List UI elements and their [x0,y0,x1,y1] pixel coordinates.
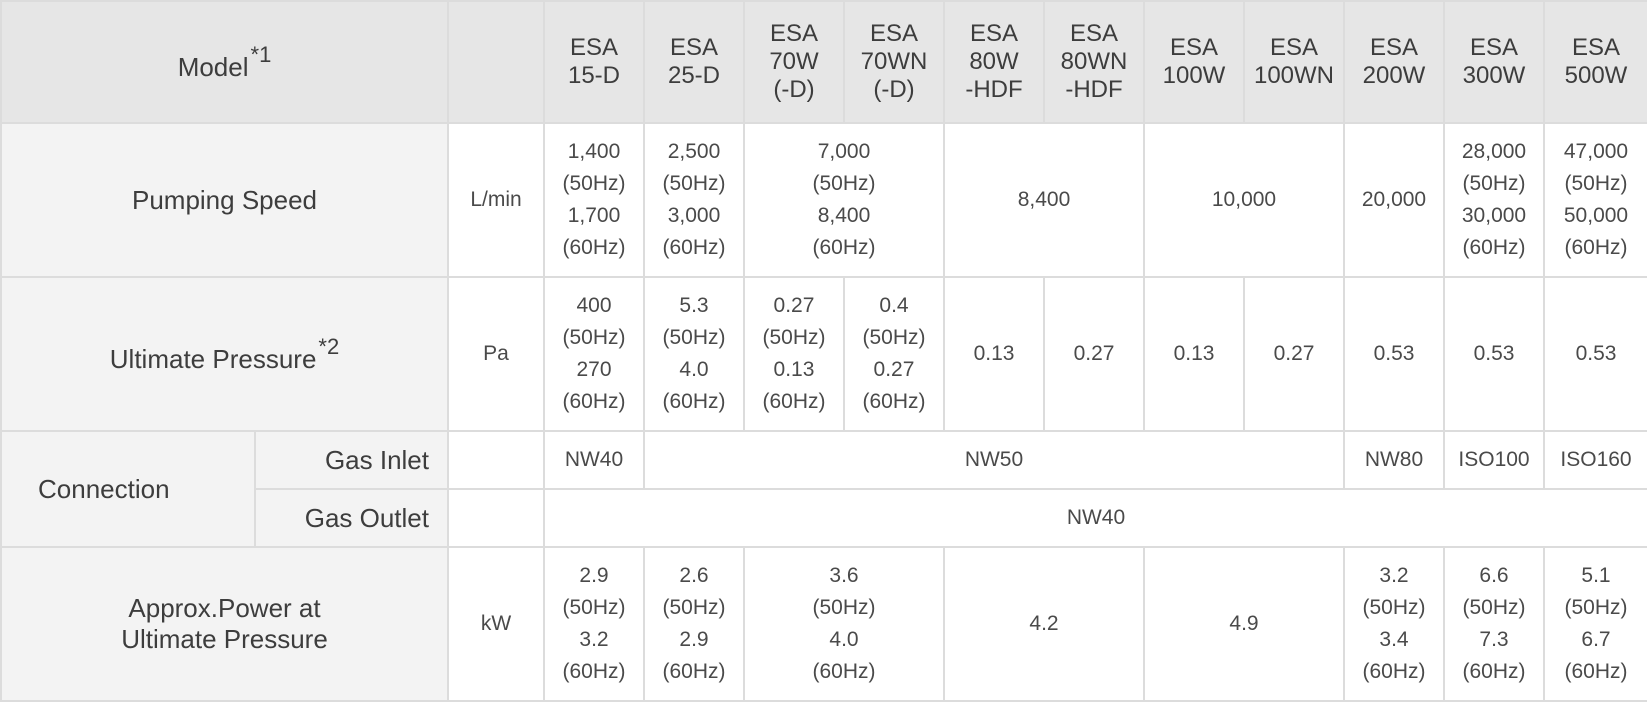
header-row: Model*1 ESA 15-D ESA 25-D ESA 70W (-D) E… [0,0,1647,124]
table-cell: NW80 [1343,430,1445,490]
model-col: ESA 80WN -HDF [1043,0,1145,124]
table-cell: 2,500 (50Hz) 3,000 (60Hz) [643,122,745,278]
pumping-speed-unit: L/min [447,122,545,278]
pressure-footnote: *2 [318,333,340,359]
table-cell: 10,000 [1143,122,1345,278]
gas-outlet-label: Gas Outlet [254,488,449,548]
table-cell: 47,000 (50Hz) 50,000 (60Hz) [1543,122,1647,278]
model-header: Model*1 [0,0,449,124]
model-col: ESA 15-D [543,0,645,124]
table-cell: 0.4 (50Hz) 0.27 (60Hz) [843,276,945,432]
table-cell: 4.2 [943,546,1145,702]
model-name: ESA 70WN (-D) [860,20,928,103]
ultimate-pressure-row: Ultimate Pressure*2 Pa 400 (50Hz) 270 (6… [0,276,1647,432]
table-cell: NW40 [543,430,645,490]
model-col: ESA 70WN (-D) [843,0,945,124]
model-col: ESA 80W -HDF [943,0,1045,124]
table-cell: 6.6 (50Hz) 7.3 (60Hz) [1443,546,1545,702]
model-col: ESA 300W [1443,0,1545,124]
model-name: ESA 70W (-D) [769,20,819,103]
table-cell: 2.6 (50Hz) 2.9 (60Hz) [643,546,745,702]
model-label: Model [177,52,249,82]
table-cell: NW40 [543,488,1647,548]
unit-header [447,0,545,124]
model-footnote: *1 [250,42,272,67]
gas-outlet-unit [447,488,545,548]
model-name: ESA 200W [1362,34,1426,89]
model-col: ESA 100W [1143,0,1245,124]
model-name: ESA 25-D [667,34,721,89]
model-name: ESA 80W -HDF [965,20,1023,103]
table-cell: 3.2 (50Hz) 3.4 (60Hz) [1343,546,1445,702]
model-col: ESA 70W (-D) [743,0,845,124]
gas-inlet-label: Gas Inlet [254,430,449,490]
model-col: ESA 200W [1343,0,1445,124]
connection-label: Connection [0,430,256,548]
power-row: Approx.Power at Ultimate Pressure kW 2.9… [0,546,1647,702]
ultimate-pressure-label: Ultimate Pressure*2 [0,276,449,432]
table-cell: 0.27 [1243,276,1345,432]
model-col: ESA 500W [1543,0,1647,124]
table-cell: 0.13 [1143,276,1245,432]
table-cell: 4.9 [1143,546,1345,702]
table-cell: 0.53 [1343,276,1445,432]
table-cell: 20,000 [1343,122,1445,278]
table-cell: 8,400 [943,122,1145,278]
table-cell: ISO100 [1443,430,1545,490]
table-cell: 0.27 [1043,276,1145,432]
table-cell: 3.6 (50Hz) 4.0 (60Hz) [743,546,945,702]
table-cell: 0.53 [1543,276,1647,432]
model-name: ESA 100WN [1253,34,1335,89]
model-name: ESA 15-D [567,34,621,89]
table-cell: 0.53 [1443,276,1545,432]
table-cell: 7,000 (50Hz) 8,400 (60Hz) [743,122,945,278]
model-name: ESA 100W [1162,34,1226,89]
gas-outlet-row: Gas Outlet NW40 [1,488,1647,548]
power-unit: kW [447,546,545,702]
table-cell: 5.3 (50Hz) 4.0 (60Hz) [643,276,745,432]
table-cell: NW50 [643,430,1345,490]
table-cell: 28,000 (50Hz) 30,000 (60Hz) [1443,122,1545,278]
pumping-speed-row: Pumping Speed L/min 1,400 (50Hz) 1,700 (… [0,122,1647,278]
gas-inlet-row: Connection Gas Inlet NW40 NW50 NW80 ISO1… [0,430,1647,548]
table-cell: ISO160 [1543,430,1647,490]
gas-inlet-unit [447,430,545,490]
model-name: ESA 500W [1564,34,1628,89]
power-label: Approx.Power at Ultimate Pressure [0,546,449,702]
model-name: ESA 80WN -HDF [1060,20,1128,103]
model-name: ESA 300W [1462,34,1526,89]
table-cell: 0.27 (50Hz) 0.13 (60Hz) [743,276,845,432]
pumping-speed-label: Pumping Speed [0,122,449,278]
table-cell: 5.1 (50Hz) 6.7 (60Hz) [1543,546,1647,702]
ultimate-pressure-unit: Pa [447,276,545,432]
table-cell: 0.13 [943,276,1045,432]
model-col: ESA 25-D [643,0,745,124]
table-cell: 400 (50Hz) 270 (60Hz) [543,276,645,432]
table-cell: 2.9 (50Hz) 3.2 (60Hz) [543,546,645,702]
model-col: ESA 100WN [1243,0,1345,124]
table-cell: 1,400 (50Hz) 1,700 (60Hz) [543,122,645,278]
